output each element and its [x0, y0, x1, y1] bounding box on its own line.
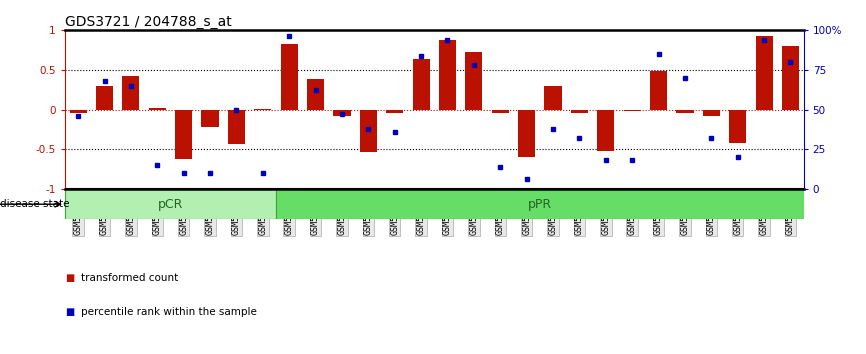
Bar — [729, 109, 746, 143]
Bar — [598, 109, 614, 151]
Bar — [333, 109, 351, 116]
Bar — [439, 40, 456, 109]
Bar — [782, 46, 799, 109]
Bar — [307, 79, 324, 109]
Bar — [228, 109, 245, 144]
Bar — [755, 36, 772, 109]
Bar — [202, 109, 218, 127]
Text: pCR: pCR — [158, 198, 184, 211]
Text: GDS3721 / 204788_s_at: GDS3721 / 204788_s_at — [65, 15, 232, 29]
Bar — [359, 109, 377, 153]
Bar — [175, 109, 192, 159]
Bar — [149, 108, 166, 109]
Bar — [65, 189, 276, 219]
Bar — [571, 109, 588, 114]
Text: ■: ■ — [65, 307, 74, 316]
Bar — [386, 109, 404, 113]
Bar — [650, 72, 667, 109]
Bar — [281, 44, 298, 109]
Bar — [624, 109, 641, 111]
Bar — [702, 109, 720, 116]
Bar — [69, 109, 87, 113]
Bar — [122, 76, 139, 109]
Text: transformed count: transformed count — [81, 273, 178, 283]
Bar — [676, 109, 694, 113]
Bar — [518, 109, 535, 157]
Bar — [276, 189, 804, 219]
Bar — [492, 109, 509, 113]
Text: ■: ■ — [65, 273, 74, 283]
Bar — [96, 86, 113, 109]
Bar — [545, 86, 561, 109]
Text: disease state: disease state — [0, 199, 69, 209]
Text: pPR: pPR — [527, 198, 552, 211]
Bar — [465, 52, 482, 109]
Bar — [412, 59, 430, 109]
Text: percentile rank within the sample: percentile rank within the sample — [81, 307, 256, 316]
